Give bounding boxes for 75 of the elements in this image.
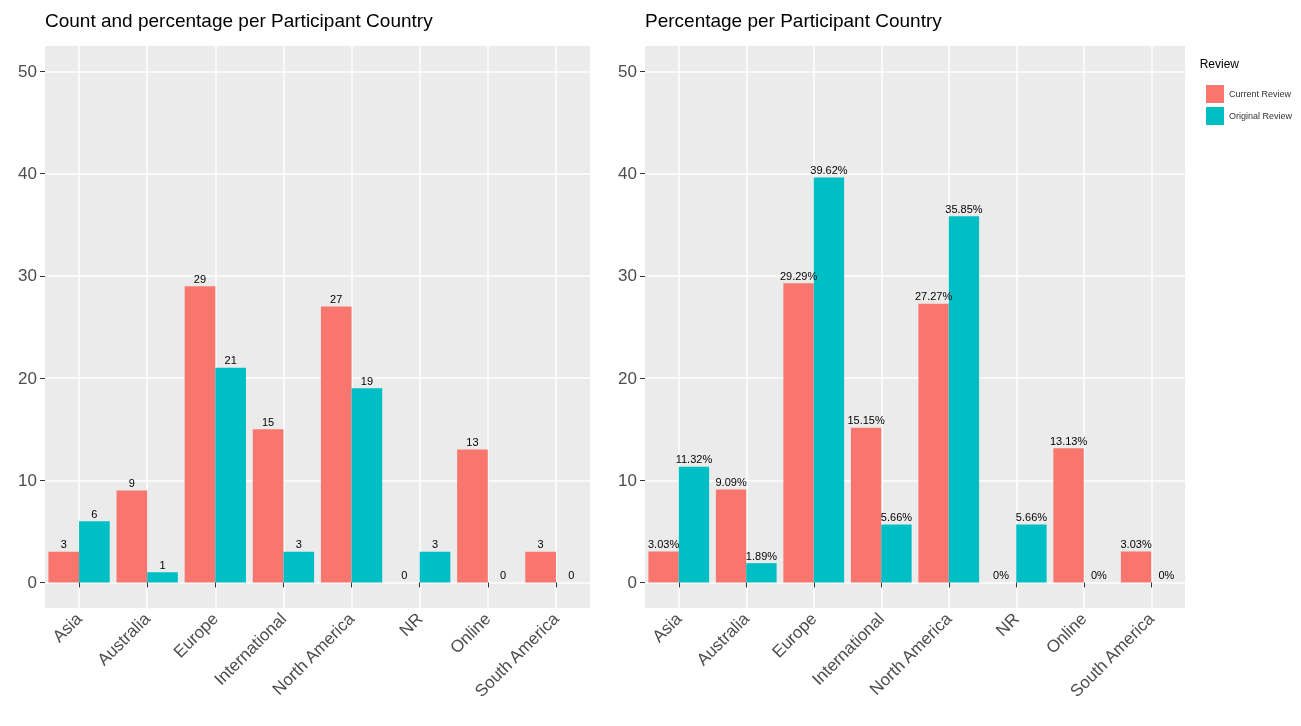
data-label: 0	[401, 568, 408, 581]
bar	[457, 449, 488, 583]
data-label: 11.32%	[675, 453, 713, 466]
data-label: 3.03%	[1120, 537, 1152, 550]
y-tick-label: 30	[18, 266, 37, 286]
chart-title: Percentage per Participant Country	[645, 10, 943, 31]
data-label: 3.03%	[647, 537, 680, 550]
x-tick-label: NR	[992, 609, 1023, 641]
bar	[320, 306, 352, 583]
bar	[918, 303, 949, 583]
bar	[525, 551, 556, 583]
data-label: 3	[431, 538, 439, 551]
bar	[79, 521, 110, 583]
bar	[147, 572, 178, 583]
data-label: 3	[60, 538, 67, 551]
data-label: 9.09%	[715, 476, 747, 489]
y-tick-label: 20	[618, 368, 637, 388]
y-tick-label: 10	[618, 470, 637, 490]
bar	[48, 551, 80, 583]
data-label: 15	[261, 415, 275, 428]
bar	[1053, 448, 1084, 583]
data-label: 5.66%	[880, 511, 913, 524]
data-label: 0%	[993, 568, 1010, 581]
legend-label: Original Review	[1228, 111, 1293, 121]
bar	[648, 551, 679, 583]
bar	[419, 551, 451, 583]
x-tick-label: Asia	[648, 608, 686, 647]
bar	[184, 286, 216, 583]
y-tick-label: 50	[618, 62, 637, 82]
data-label: 0%	[1090, 568, 1108, 581]
bar	[783, 283, 814, 583]
legend-label: Current Review	[1228, 89, 1292, 99]
bar	[850, 427, 882, 583]
y-tick-label: 10	[18, 470, 37, 490]
x-tick-label: Asia	[48, 608, 87, 647]
legend-title: Review	[1199, 57, 1240, 71]
y-tick-label: 40	[18, 164, 37, 184]
bar	[1016, 524, 1047, 583]
data-label: 3	[537, 538, 544, 551]
data-label: 21	[224, 354, 237, 367]
data-label: 1.89%	[745, 549, 778, 562]
data-label: 9	[128, 476, 135, 489]
bar	[715, 489, 747, 583]
bar	[881, 524, 912, 583]
data-label: 13	[466, 436, 479, 449]
bar	[1120, 551, 1152, 583]
data-label: 35.85%	[945, 202, 983, 215]
y-tick-label: 40	[618, 164, 637, 184]
bar	[116, 490, 148, 583]
y-tick-label: 30	[618, 266, 637, 286]
data-label: 13.13%	[1049, 434, 1088, 447]
data-label: 27	[330, 293, 343, 306]
data-label: 15.15%	[847, 414, 885, 427]
data-label: 5.66%	[1015, 511, 1048, 524]
bar	[252, 429, 284, 583]
data-label: 0	[568, 568, 575, 581]
y-tick-label: 20	[18, 368, 37, 388]
data-label: 39.62%	[810, 164, 848, 177]
data-label: 6	[91, 507, 98, 520]
y-tick-label: 0	[627, 572, 637, 592]
y-tick-label: 0	[27, 572, 37, 592]
data-label: 19	[360, 374, 374, 387]
bar	[283, 551, 315, 583]
bar	[678, 466, 710, 583]
y-tick-label: 50	[18, 62, 37, 82]
bar	[351, 388, 383, 583]
bar	[215, 367, 246, 583]
data-label: 29	[193, 272, 207, 285]
data-label: 1	[159, 558, 166, 571]
data-label: 0%	[1158, 568, 1175, 581]
bar	[746, 563, 777, 583]
data-label: 3	[295, 538, 302, 551]
x-tick-label: NR	[395, 609, 427, 641]
chart-title: Count and percentage per Participant Country	[45, 10, 434, 31]
data-label: 0	[500, 568, 507, 581]
